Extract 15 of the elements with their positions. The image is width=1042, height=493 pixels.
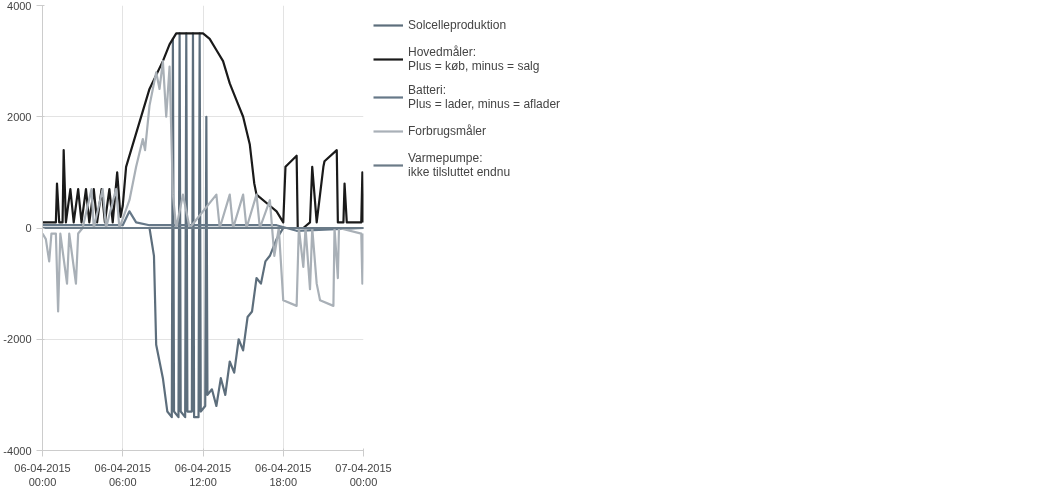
legend-label: Varmepumpe: ikke tilsluttet endnu bbox=[408, 151, 511, 179]
x-tick-label: 06-04-2015 18:00 bbox=[255, 461, 312, 488]
y-tick-label: 4000 bbox=[7, 0, 32, 12]
legend-label: Solcelleproduktion bbox=[408, 18, 507, 32]
y-tick-label: -4000 bbox=[3, 444, 32, 457]
y-tick-label: -2000 bbox=[3, 333, 32, 346]
legend-label: Hovedmåler: Plus = køb, minus = salg bbox=[408, 45, 540, 73]
y-tick-label: 2000 bbox=[7, 110, 32, 123]
x-tick-label: 07-04-2015 00:00 bbox=[335, 461, 392, 488]
x-tick-label: 06-04-2015 00:00 bbox=[14, 461, 71, 488]
x-tick-label: 06-04-2015 12:00 bbox=[174, 461, 232, 488]
y-tick-label: 0 bbox=[25, 222, 32, 234]
legend-label: Forbrugsmåler bbox=[408, 124, 487, 138]
x-tick-label: 06-04-2015 06:00 bbox=[94, 461, 151, 488]
legend-label: Batteri: Plus = lader, minus = aflader bbox=[408, 83, 561, 111]
